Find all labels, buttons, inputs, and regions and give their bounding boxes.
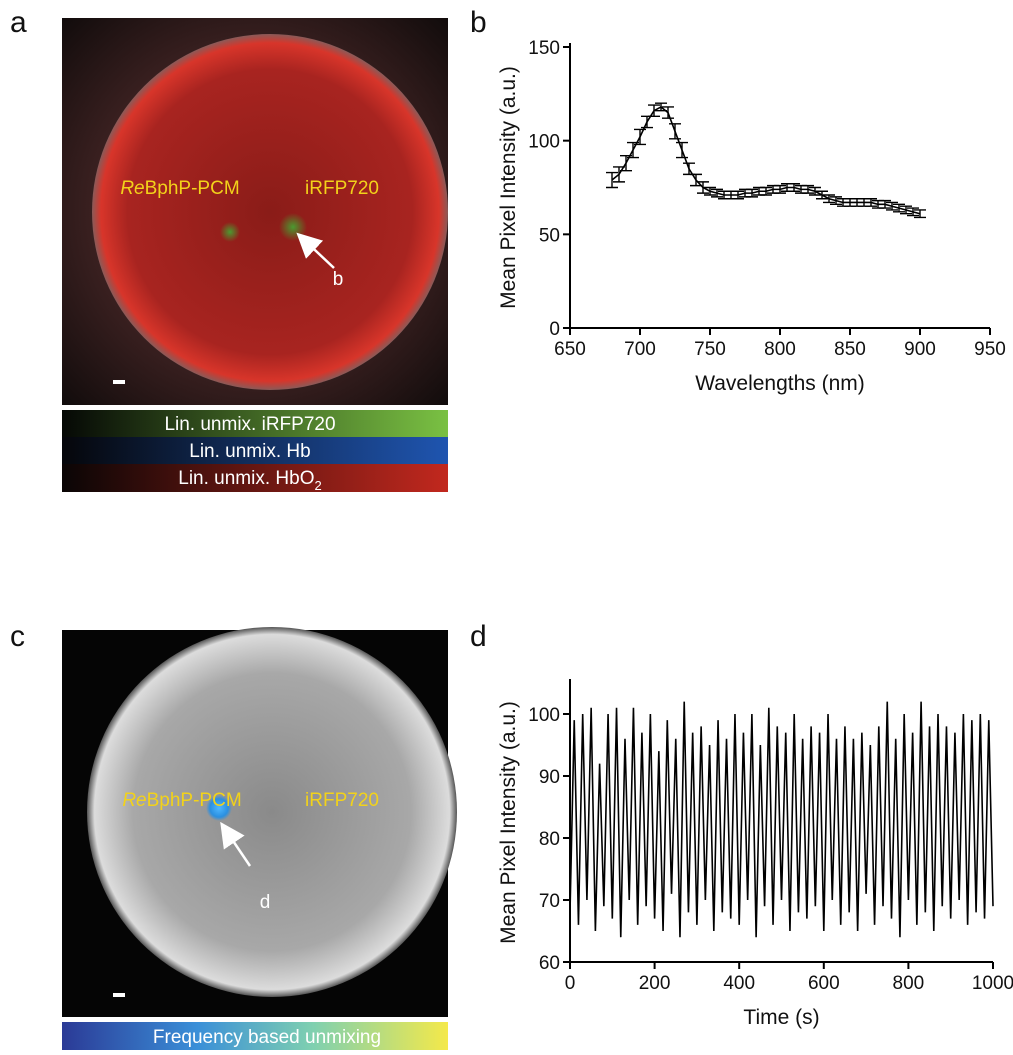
image-label: iRFP720 — [305, 178, 379, 199]
error-bar — [823, 194, 835, 204]
colorbar-label: Lin. unmix. HbO2 — [178, 468, 321, 493]
colorbar-label: Lin. unmix. iRFP720 — [164, 414, 335, 435]
y-axis-label: Mean Pixel Intensity (a.u.) — [497, 701, 520, 944]
label-text: BphP-PCM — [147, 790, 242, 811]
y-tick-label: 150 — [528, 38, 560, 59]
error-bar — [697, 181, 709, 194]
y-tick-label: 100 — [528, 132, 560, 153]
x-tick-label: 0 — [565, 973, 576, 994]
x-tick-label: 200 — [639, 973, 671, 994]
panel-letter: c — [10, 620, 25, 653]
x-tick-label: 1000 — [972, 973, 1013, 994]
panel-letter: d — [470, 620, 487, 653]
x-axis-label: Wavelengths (nm) — [695, 372, 865, 395]
colorbar — [62, 410, 448, 437]
data-line — [569, 701, 994, 938]
x-tick-label: 400 — [723, 973, 755, 994]
error-bar — [641, 115, 653, 129]
error-bar — [893, 203, 905, 213]
y-tick-label: 70 — [539, 891, 560, 912]
x-tick-label: 900 — [904, 339, 936, 360]
error-bar — [606, 171, 618, 189]
error-bar — [816, 190, 828, 200]
x-tick-label: 800 — [893, 973, 925, 994]
panel-letter: b — [470, 6, 487, 39]
error-bar — [669, 123, 681, 140]
error-bar — [760, 186, 772, 196]
error-bar — [907, 207, 919, 217]
error-bar — [746, 188, 758, 198]
y-tick-label: 100 — [528, 705, 560, 726]
colorbar-label: Frequency based unmixing — [153, 1027, 381, 1048]
error-bar — [613, 166, 625, 183]
error-bar — [774, 184, 786, 194]
colorbar — [62, 1022, 448, 1050]
arrow-label: b — [333, 269, 344, 290]
error-bar — [683, 162, 695, 176]
chart: 0 50 100 150 650 700 750 800 850 900 950 Wavelength… — [497, 38, 1006, 395]
error-bar — [914, 209, 926, 219]
error-bar — [662, 106, 674, 119]
label-text: Lin. unmix. HbO — [178, 468, 314, 489]
error-bar — [711, 188, 723, 198]
error-bar — [676, 141, 688, 159]
x-axis-label: Time (s) — [743, 1006, 819, 1029]
y-axis-label: Mean Pixel Intensity (a.u.) — [497, 66, 520, 309]
x-tick-label: 600 — [808, 973, 840, 994]
error-bar — [620, 154, 632, 172]
error-bar — [830, 196, 842, 206]
y-tick-label: 0 — [549, 319, 560, 340]
error-bar — [886, 201, 898, 211]
data-line — [611, 105, 921, 215]
x-tick-label: 850 — [834, 339, 866, 360]
y-tick-label: 90 — [539, 767, 560, 788]
image-label: ReBphP-PCM — [122, 790, 241, 811]
error-bar — [690, 173, 702, 187]
colorbar-label: Lin. unmix. Hb — [189, 441, 310, 462]
x-tick-label: 800 — [764, 339, 796, 360]
panel-letter: a — [10, 6, 27, 39]
arrow-label: d — [260, 892, 271, 913]
x-tick-label: 650 — [554, 339, 586, 360]
y-tick-label: 60 — [539, 953, 560, 974]
error-bar — [732, 190, 744, 200]
y-tick-label: 50 — [539, 225, 560, 246]
error-bar — [802, 184, 814, 194]
x-tick-label: 750 — [694, 339, 726, 360]
error-bar — [900, 205, 912, 215]
colorbar — [62, 464, 448, 492]
error-bar — [704, 186, 716, 196]
x-tick-label: 950 — [974, 339, 1006, 360]
x-tick-label: 700 — [624, 339, 656, 360]
error-bar — [655, 102, 667, 112]
image-label: iRFP720 — [305, 790, 379, 811]
image-a — [62, 18, 448, 405]
label-text: BphP-PCM — [145, 178, 240, 199]
image-c — [62, 627, 457, 1017]
error-bar — [865, 198, 877, 207]
error-bar — [634, 128, 646, 146]
error-bar — [627, 141, 639, 159]
error-bar — [788, 183, 800, 192]
error-bar — [809, 186, 821, 196]
y-tick-label: 80 — [539, 829, 560, 850]
error-bar — [879, 199, 891, 209]
label-italic: Re — [122, 790, 146, 811]
label-sub: 2 — [315, 478, 322, 493]
label-italic: Re — [120, 178, 144, 199]
error-bar — [648, 104, 660, 118]
image-label: ReBphP-PCM — [120, 178, 239, 199]
colorbar — [62, 437, 448, 464]
